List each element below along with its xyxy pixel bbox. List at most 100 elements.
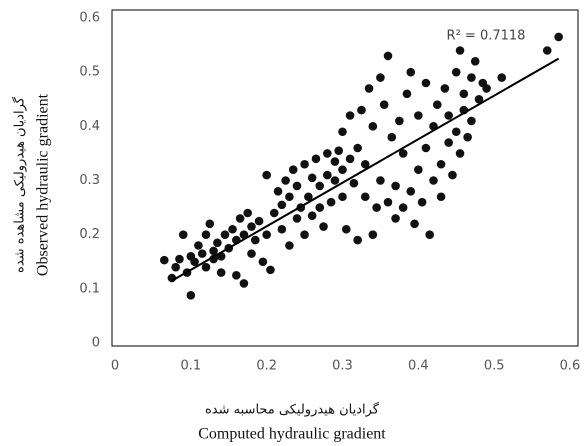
point: [432, 100, 442, 109]
point: [398, 149, 408, 158]
point: [307, 173, 317, 183]
point: [175, 254, 184, 264]
point: [213, 238, 222, 248]
point: [364, 84, 374, 93]
point: [451, 67, 461, 77]
point: [288, 165, 298, 174]
point: [444, 111, 453, 120]
point: [247, 222, 256, 231]
point: [345, 111, 355, 120]
point: [197, 249, 207, 258]
point: [330, 157, 340, 166]
point: [360, 192, 370, 202]
point: [307, 211, 317, 221]
point: [194, 241, 203, 250]
point: [406, 67, 416, 77]
point: [228, 224, 237, 234]
point: [266, 265, 275, 275]
point: [285, 241, 294, 250]
y-label: Observed hydraulic gradient: [35, 93, 52, 276]
point: [254, 216, 264, 226]
point: [436, 159, 446, 169]
point: [178, 230, 188, 239]
point: [209, 246, 218, 256]
point: [338, 192, 347, 202]
point: [319, 222, 328, 231]
point: [440, 84, 450, 93]
point: [357, 105, 366, 115]
point: [300, 159, 309, 169]
point: [334, 146, 344, 156]
point: [436, 192, 446, 202]
point: [262, 170, 271, 180]
point: [372, 203, 381, 212]
point: [459, 89, 469, 99]
x-tick-label: 0.4: [408, 359, 429, 374]
point: [300, 230, 309, 239]
point: [269, 208, 279, 218]
r-squared: R² = 0.7118: [447, 29, 526, 44]
point: [243, 208, 253, 218]
point: [482, 84, 491, 93]
x-label: Computed hydraulic gradient: [198, 426, 386, 443]
point: [425, 230, 435, 239]
point: [277, 224, 287, 234]
point: [353, 143, 362, 153]
point: [247, 249, 256, 258]
point: [323, 170, 332, 180]
point: [205, 219, 215, 229]
point: [414, 165, 423, 174]
point: [376, 73, 385, 82]
point: [398, 203, 408, 212]
point: [402, 89, 412, 99]
point: [159, 255, 169, 265]
point: [281, 176, 290, 185]
point: [360, 159, 370, 169]
point: [379, 100, 389, 109]
point: [387, 132, 397, 142]
point: [467, 73, 476, 82]
point: [239, 279, 249, 288]
point: [376, 176, 385, 185]
point: [410, 219, 419, 229]
point: [421, 78, 431, 88]
x-tick-label: 0.3: [332, 359, 353, 374]
point: [463, 132, 472, 142]
point: [277, 200, 287, 210]
point: [273, 187, 283, 196]
point: [311, 154, 321, 164]
point: [315, 203, 325, 212]
point: [315, 181, 325, 191]
x-tick-label: 0: [111, 359, 119, 374]
point: [232, 270, 241, 280]
point: [391, 214, 400, 223]
point: [220, 230, 230, 239]
x-tick-label: 0.6: [560, 359, 581, 374]
x-tick-label: 0.5: [484, 359, 505, 374]
point: [406, 187, 416, 196]
point: [391, 181, 400, 191]
point: [258, 257, 268, 267]
y-tick-label: 0.6: [79, 11, 100, 26]
point: [353, 235, 362, 245]
point: [341, 224, 351, 234]
y-tick-label: 0.5: [79, 65, 100, 80]
point: [216, 268, 226, 277]
point: [470, 57, 480, 66]
point: [285, 192, 294, 202]
point: [368, 230, 378, 239]
point: [292, 214, 302, 223]
point: [304, 192, 313, 202]
point: [417, 197, 427, 207]
point: [497, 73, 507, 82]
point: [250, 235, 260, 245]
x-tick-label: 0.2: [256, 359, 277, 374]
point: [444, 138, 453, 147]
point: [451, 127, 461, 137]
point: [349, 178, 359, 188]
plot-frame: [111, 9, 579, 347]
y-tick-label: 0: [92, 336, 100, 351]
point: [186, 291, 196, 300]
point: [448, 170, 457, 180]
